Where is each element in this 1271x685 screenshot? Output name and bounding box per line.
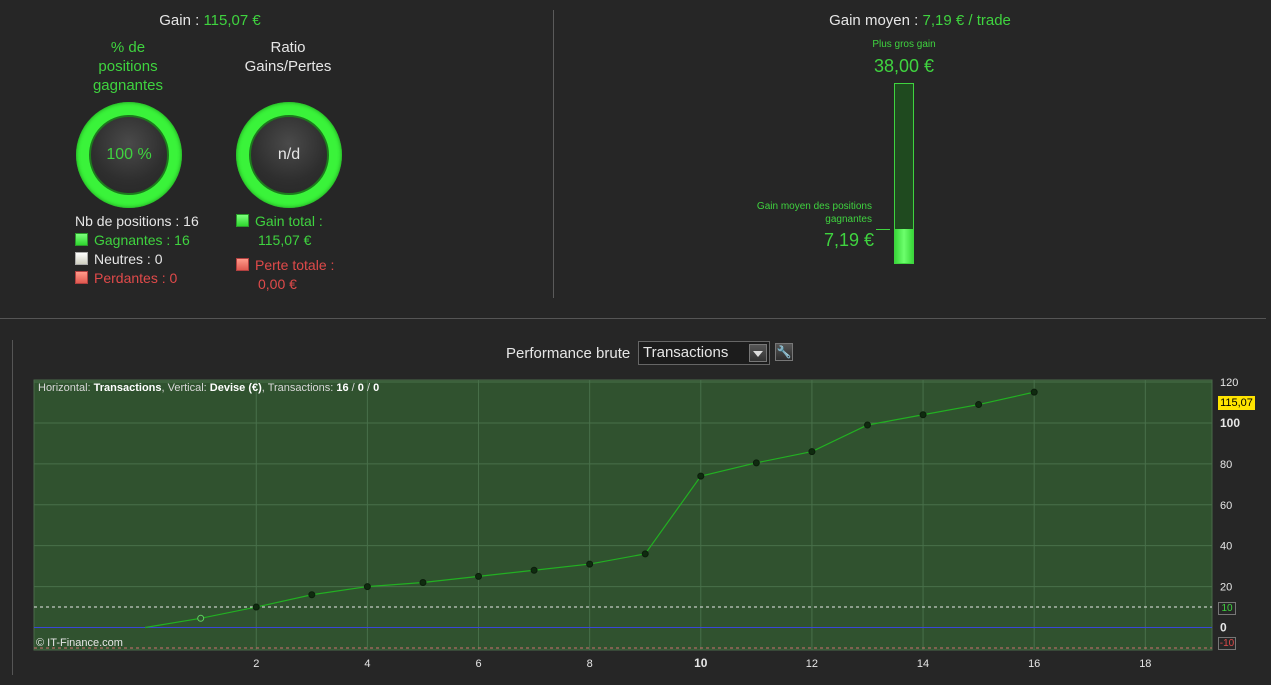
data-point (752, 459, 760, 467)
green-swatch-icon (236, 214, 249, 227)
data-point (808, 448, 816, 456)
data-point (641, 550, 649, 558)
data-point (975, 401, 983, 409)
data-point (586, 560, 594, 568)
y-tick-label: 40 (1220, 541, 1232, 553)
data-point (530, 566, 538, 574)
win-ring-title: % de positions gagnantes (92, 39, 164, 94)
ratio-value: n/d (249, 115, 329, 195)
max-gain-label: Plus gros gain (872, 39, 936, 50)
green-swatch-icon (75, 233, 88, 246)
avg-pointer-icon (876, 229, 890, 230)
series-line (145, 388, 1038, 629)
tag-neg10: -10 (1218, 637, 1236, 650)
x-axis-select[interactable]: Transactions (638, 341, 770, 365)
ratio-ring-title: Ratio Gains/Pertes (244, 39, 332, 75)
wrench-icon: 🔧 (776, 345, 792, 359)
red-swatch-icon (236, 258, 249, 271)
data-point (697, 472, 705, 480)
data-point (252, 603, 260, 611)
reference-lines (34, 606, 1212, 649)
avg-gain-fill (895, 229, 913, 263)
neutral-row: Neutres : 0 (75, 250, 235, 269)
white-swatch-icon (75, 252, 88, 265)
x-tick-label: 16 (1028, 658, 1040, 670)
avg-gain-label: Gain moyen des positions gagnantes (756, 201, 872, 225)
x-tick-label: 12 (806, 658, 818, 670)
positions-total: Nb de positions : 16 (75, 213, 199, 229)
avg-gain-value: 7,19 € (823, 230, 874, 250)
win-rate-value: 100 % (89, 115, 169, 195)
gain-moyen-value: 7,19 € / trade (922, 12, 1011, 29)
chart-settings-button[interactable]: 🔧 (775, 343, 793, 361)
y-tick-label: 0 (1220, 621, 1227, 635)
totals-legend: Gain total : 115,07 € Perte totale : 0,0… (236, 212, 376, 294)
x-tick-label: 6 (475, 658, 481, 670)
last-value-tag: 115,07 (1218, 396, 1255, 410)
x-axis-ticks: 2 4 6 8 10 12 14 16 18 (253, 656, 1151, 670)
data-point (419, 579, 427, 586)
gain-bar (894, 83, 914, 264)
chart-left-border (12, 340, 13, 675)
win-rate-gauge: 100 % (76, 102, 182, 208)
data-point (919, 411, 927, 419)
y-tick-label: 100 (1220, 416, 1240, 430)
max-gain-value: 38,00 € (873, 56, 935, 76)
plot-area (34, 380, 1212, 650)
y-tick-label: 60 (1220, 500, 1232, 512)
perte-totale-row: Perte totale : (236, 256, 376, 275)
x-tick-label: 8 (587, 658, 593, 670)
data-point (363, 583, 371, 591)
losers-row: Perdantes : 0 (75, 269, 235, 288)
data-point (308, 591, 316, 599)
chart-info-line: Horizontal: Transactions, Vertical: Devi… (38, 382, 380, 394)
gain-total-row: Gain total : (236, 212, 376, 231)
red-swatch-icon (75, 271, 88, 284)
winners-row: Gagnantes : 16 (75, 231, 235, 250)
perte-totale-value: 0,00 € (258, 276, 297, 292)
x-tick-label: 14 (917, 658, 929, 670)
data-point (863, 421, 871, 429)
gain-value: 115,07 € (203, 12, 261, 29)
x-tick-label: 2 (253, 658, 259, 670)
gain-summary: Gain : 115,07 € (159, 12, 261, 29)
data-point (475, 572, 483, 580)
x-tick-label: 18 (1139, 658, 1151, 670)
data-point (1030, 388, 1038, 396)
x-axis-select-value: Transactions (643, 344, 729, 361)
y-tick-label: 20 (1220, 582, 1232, 594)
plot-frame (33, 379, 1213, 651)
section-divider (0, 318, 1266, 319)
positions-legend: Nb de positions : 16 Gagnantes : 16 Neut… (75, 212, 235, 288)
y-axis-ticks: 120 100 80 60 40 20 0 (1220, 377, 1240, 634)
stats-panel: Gain : 115,07 € % de positions gagnantes… (0, 0, 1271, 318)
ratio-gauge: n/d (236, 102, 342, 208)
x-tick-label: 10 (694, 656, 708, 670)
x-tick-label: 4 (364, 658, 370, 670)
chevron-down-icon[interactable] (749, 344, 767, 362)
gain-total-value: 115,07 € (258, 232, 312, 248)
y-tick-label: 80 (1220, 459, 1232, 471)
y-tick-label: 120 (1220, 377, 1238, 389)
tag-10: 10 (1218, 602, 1236, 615)
performance-label: Performance brute (506, 345, 631, 362)
gain-moyen-summary: Gain moyen : 7,19 € / trade (829, 12, 1011, 29)
panel-divider (553, 10, 554, 298)
copyright: © IT-Finance.com (36, 637, 123, 649)
data-point (197, 614, 205, 622)
